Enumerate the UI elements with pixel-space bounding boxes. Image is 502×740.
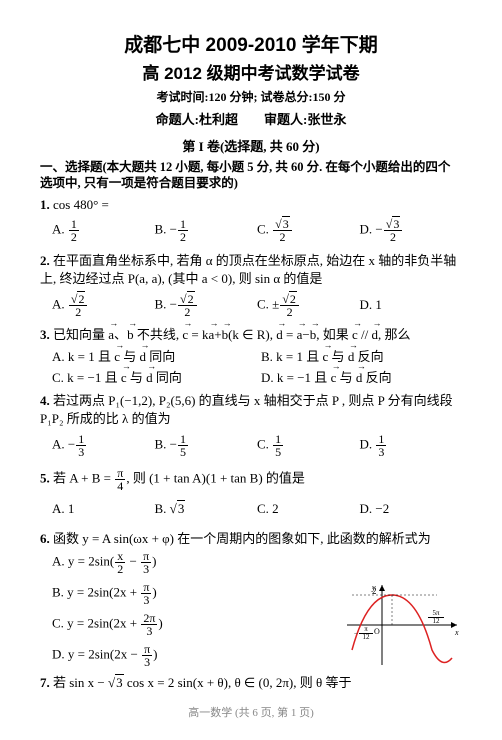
page-footer: 高一数学 (共 6 页, 第 1 页) [40, 704, 462, 720]
question-4: 4. 若过两点 P₁(−1,2), P₂(5,6) 的直线与 x 轴相交于点 P… [40, 392, 462, 428]
q6-opt-d: D. y = 2sin(2x − π3) [52, 643, 312, 668]
question-5: 5. 若 A + B = π4, 则 (1 + tan A)(1 + tan B… [40, 467, 462, 492]
q1-opt-d: D. −√32 [360, 218, 463, 243]
q2-stem: 在平面直角坐标系中, 若角 α 的顶点在坐标原点, 始边在 x 轴的非负半轴上,… [40, 253, 456, 286]
q3-opt-d: D. k = −1 且 c 与 d 反向 [261, 367, 462, 386]
question-6: 6. 函数 y = A sin(ωx + φ) 在一个周期内的图象如下, 此函数… [40, 530, 462, 548]
question-2: 2. 在平面直角坐标系中, 若角 α 的顶点在坐标原点, 始边在 x 轴的非负半… [40, 252, 462, 288]
exam-meta: 考试时间:120 分钟; 试卷总分:150 分 [40, 88, 462, 105]
section-header: 第 I 卷(选择题, 共 60 分) [40, 136, 462, 155]
svg-text:O: O [374, 627, 380, 636]
q5-opt-c: C. 2 [257, 501, 360, 517]
q1-opt-c: C. √32 [257, 218, 360, 243]
sine-graph: 2 − π12 5π12 x y O [342, 580, 462, 670]
instructions: 一、选择题(本大题共 12 小题, 每小题 5 分, 共 60 分. 在每个小题… [40, 159, 462, 192]
exam-page: 成都七中 2009-2010 学年下期 高 2012 级期中考试数学试卷 考试时… [0, 0, 502, 740]
q2-opt-a: A. √22 [52, 293, 155, 318]
q6-opt-c: C. y = 2sin(2x + 2π3) [52, 612, 312, 637]
q4-opt-a: A. −13 [52, 433, 155, 458]
exam-title: 高 2012 级期中考试数学试卷 [40, 59, 462, 84]
q4-options: A. −13 B. −15 C. 15 D. 13 [52, 431, 462, 461]
q1-stem: cos 480° = [53, 197, 109, 212]
school-title: 成都七中 2009-2010 学年下期 [40, 30, 462, 57]
q4-opt-b: B. −15 [155, 433, 258, 458]
q4-opt-d: D. 13 [360, 433, 463, 458]
q6-options: A. y = 2sin(x2 − π3) B. y = 2sin(2x + π3… [52, 550, 312, 668]
q1-opt-a: A. 12 [52, 218, 155, 243]
q1-options: A. 12 B. −12 C. √32 D. −√32 [52, 216, 462, 246]
q2-opt-d: D. 1 [360, 297, 463, 313]
q2-opt-c: C. ±√22 [257, 293, 360, 318]
q6-opt-a: A. y = 2sin(x2 − π3) [52, 550, 312, 575]
q5-opt-a: A. 1 [52, 501, 155, 517]
question-3: 3. 已知向量 a、b 不共线, c = ka+b(k ∈ R), d = a−… [40, 326, 462, 344]
svg-text:−: − [354, 630, 358, 638]
q4-stem: 若过两点 P₁(−1,2), P₂(5,6) 的直线与 x 轴相交于点 P , … [40, 393, 453, 426]
q3-options: A. k = 1 且 c 与 d 同向 B. k = 1 且 c 与 d 反向 … [52, 346, 462, 386]
q2-opt-b: B. −√22 [155, 293, 258, 318]
q5-opt-b: B. √3 [155, 501, 258, 517]
svg-text:x: x [454, 628, 459, 637]
q6-stem: 函数 y = A sin(ωx + φ) 在一个周期内的图象如下, 此函数的解析… [53, 531, 431, 546]
q1-opt-b: B. −12 [155, 218, 258, 243]
q6-opt-b: B. y = 2sin(2x + π3) [52, 581, 312, 606]
question-7: 7. 若 sin x − √3 cos x = 2 sin(x + θ), θ … [40, 674, 462, 692]
q3-opt-c: C. k = −1 且 c 与 d 同向 [52, 367, 253, 386]
q2-options: A. √22 B. −√22 C. ±√22 D. 1 [52, 290, 462, 320]
q5-opt-d: D. −2 [360, 501, 463, 517]
q5-options: A. 1 B. √3 C. 2 D. −2 [52, 494, 462, 524]
authors: 命题人:杜利超 审题人:张世永 [40, 109, 462, 128]
svg-text:y: y [371, 583, 376, 592]
question-1: 1. cos 480° = [40, 196, 462, 214]
q4-opt-c: C. 15 [257, 433, 360, 458]
